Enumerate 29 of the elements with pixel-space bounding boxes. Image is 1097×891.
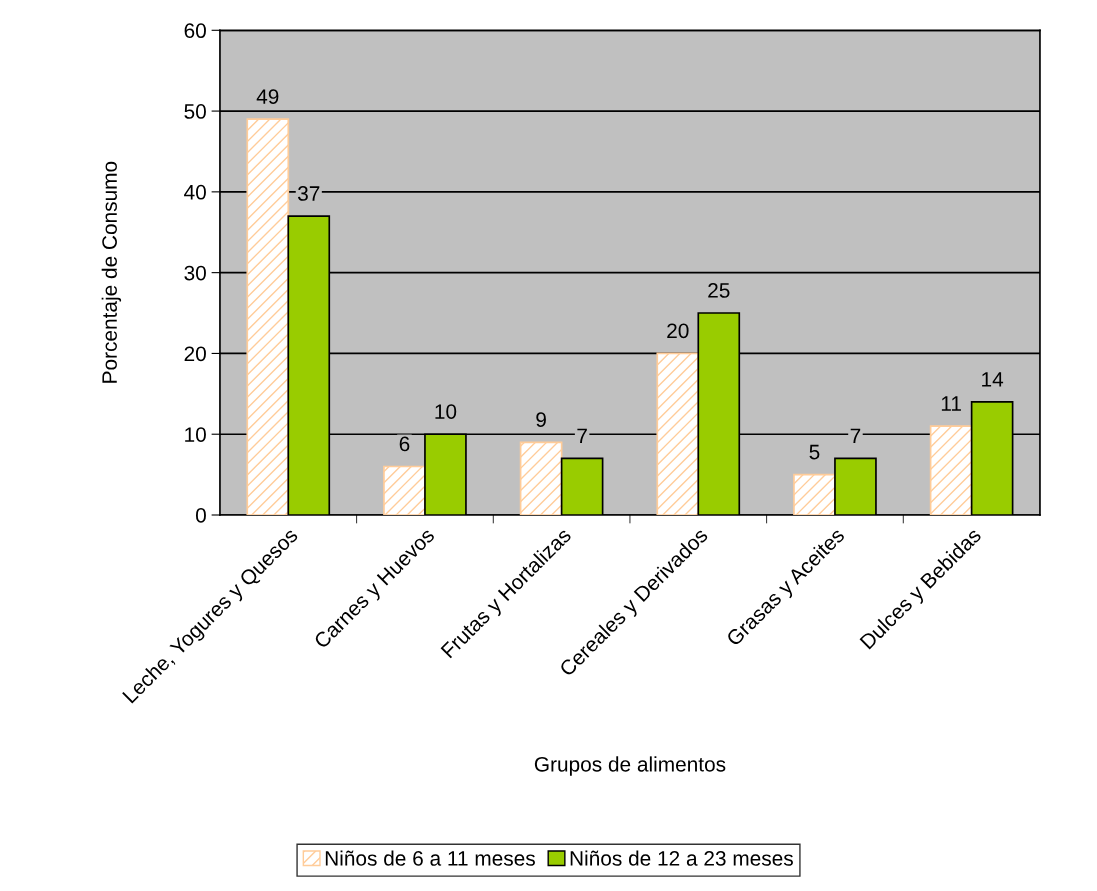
bar — [519, 441, 563, 515]
data-label: 37 — [297, 186, 320, 201]
bar — [246, 118, 290, 515]
data-label: 7 — [850, 428, 861, 444]
y-tick-label: 20 — [184, 346, 206, 362]
data-label: 49 — [256, 89, 279, 104]
x-axis-title: Grupos de alimentos — [534, 756, 726, 776]
legend-label: Niños de 12 a 23 meses — [570, 850, 793, 866]
data-label: 7 — [577, 428, 587, 444]
data-label: 20 — [667, 323, 689, 339]
y-tick-label: 30 — [184, 265, 206, 281]
data-label: 5 — [809, 444, 820, 460]
y-tick-label: 0 — [195, 508, 206, 523]
bar — [929, 425, 973, 515]
y-tick-label: 10 — [185, 427, 206, 442]
y-tick-label: 50 — [184, 104, 206, 119]
bar — [383, 465, 426, 515]
data-label: 14 — [982, 372, 1004, 387]
bar — [793, 473, 836, 515]
data-label: 11 — [941, 396, 961, 411]
data-label: 9 — [536, 412, 546, 428]
y-axis-title: Porcentaje de Consumo — [101, 161, 122, 383]
y-tick-label: 60 — [184, 23, 206, 39]
data-label: 25 — [708, 283, 730, 298]
bar — [656, 352, 700, 515]
y-tick-label: 40 — [184, 184, 206, 200]
legend-label: Niños de 6 a 11 meses — [325, 850, 535, 866]
data-label: 10 — [435, 404, 457, 419]
data-label: 6 — [399, 436, 410, 452]
